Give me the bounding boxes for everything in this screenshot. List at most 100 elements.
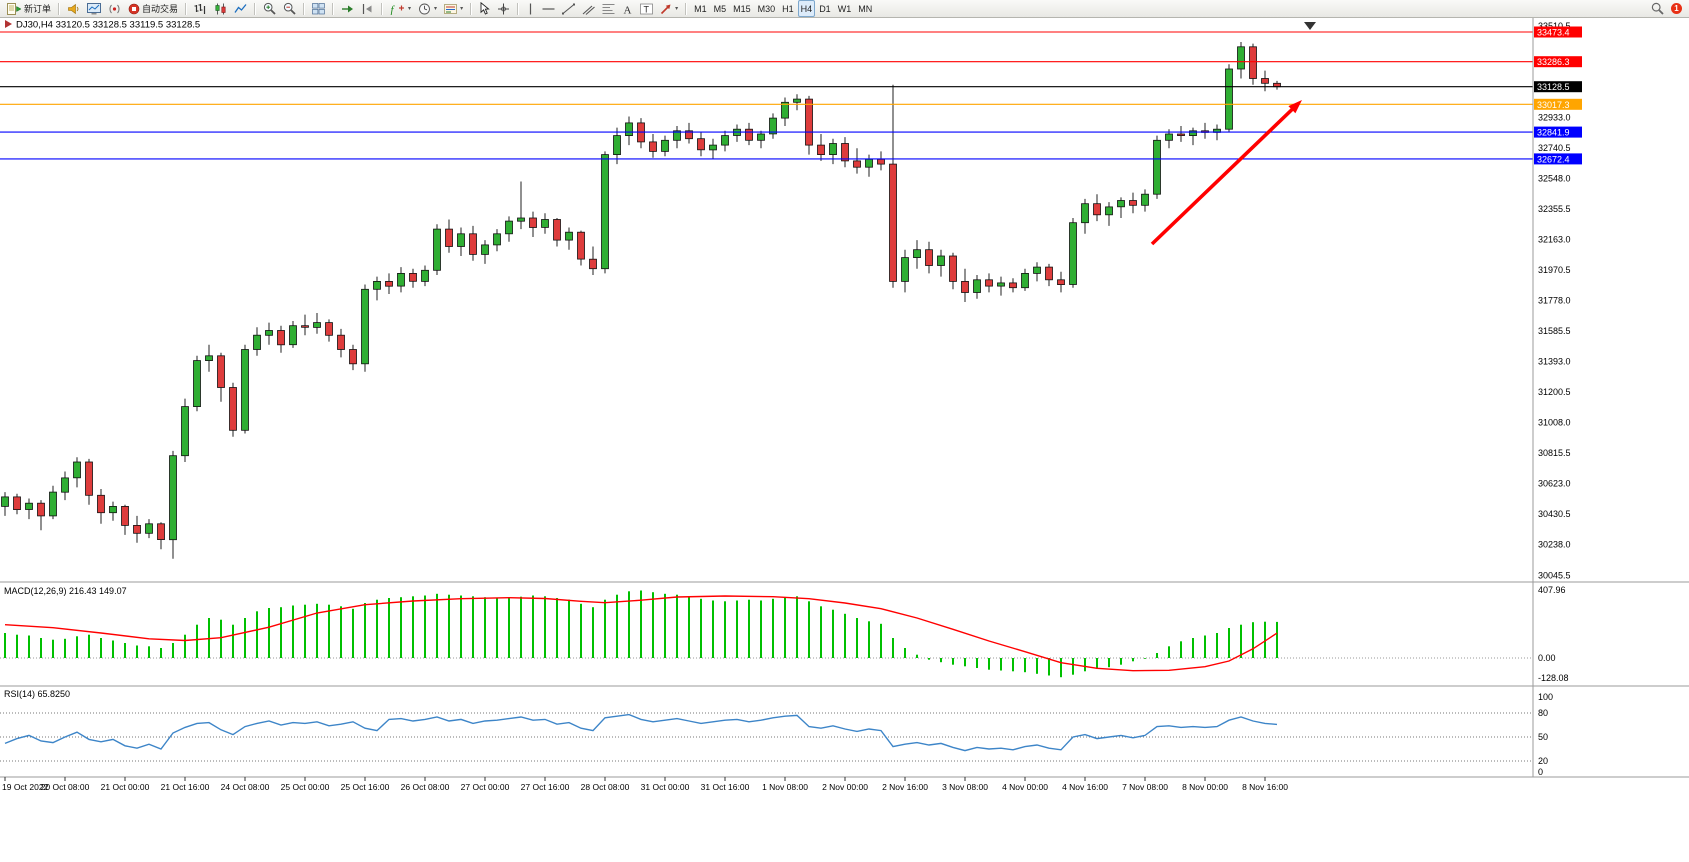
candle-body-bull	[1141, 193, 1149, 206]
crosshair-icon	[497, 3, 510, 15]
text-label-button[interactable]: T	[637, 0, 656, 17]
symbol-ohlc-label: DJ30,H4 33120.5 33128.5 33119.5 33128.5	[16, 20, 200, 31]
trend-arrow-line[interactable]	[1150, 104, 1298, 246]
autotrading-button[interactable]: 自动交易	[125, 0, 181, 17]
autotrading-button-label: 自动交易	[142, 4, 179, 14]
price-badge	[1534, 98, 1582, 110]
price-badge-value: 33473.4	[1537, 28, 1570, 38]
macd-signal-line	[4, 595, 1278, 672]
time-tick-label: 4 Nov 00:00	[1002, 782, 1048, 792]
line-chart-button[interactable]	[231, 0, 250, 17]
time-tick-label: 21 Oct 16:00	[161, 782, 210, 792]
toolbar-separator	[303, 2, 306, 15]
horizontal-line-button[interactable]	[539, 0, 558, 17]
crosshair-button[interactable]	[494, 0, 513, 17]
arrows-icon	[660, 3, 672, 15]
timeframe-h1-button[interactable]: H1	[779, 0, 797, 17]
trendline-button[interactable]	[559, 0, 578, 17]
chart-shift-button[interactable]	[358, 0, 377, 17]
notifications-button[interactable]: 1	[1668, 0, 1685, 17]
time-tick-label: 24 Oct 08:00	[221, 782, 270, 792]
price-tick-label: 33510.5	[1538, 21, 1571, 31]
chart-shift-marker-icon[interactable]	[1304, 22, 1316, 30]
timeframe-m5-button[interactable]: M5	[711, 0, 730, 17]
price-tick-label: 32933.0	[1538, 113, 1571, 123]
timeframe-m30-button[interactable]: M30	[755, 0, 779, 17]
candle-body-bull	[769, 117, 777, 135]
alerts-button[interactable]	[64, 0, 83, 17]
periods-button[interactable]: ▾	[415, 0, 440, 17]
time-tick-label: 31 Oct 16:00	[701, 782, 750, 792]
candle-body-bull	[625, 122, 633, 137]
candle-body-bear	[229, 387, 237, 431]
timeframe-d1-button[interactable]: D1	[816, 0, 834, 17]
timeframe-m15-button[interactable]: M15	[730, 0, 754, 17]
zoom-in-button[interactable]	[260, 0, 279, 17]
cursor-button[interactable]	[476, 0, 493, 17]
zoom-out-button[interactable]	[280, 0, 299, 17]
timeframe-h4-button-label: H4	[800, 3, 813, 14]
candle-body-bear	[97, 494, 105, 514]
search-button[interactable]	[1648, 0, 1667, 17]
new-order-button[interactable]: 新订单	[4, 0, 54, 17]
timeframe-h1-button-label: H1	[782, 3, 794, 14]
timeframe-mn-button[interactable]: MN	[855, 0, 875, 17]
candle-body-bull	[397, 272, 405, 287]
text-button[interactable]: A	[619, 0, 636, 17]
text-icon: A	[622, 3, 633, 15]
trendline-icon	[562, 3, 576, 15]
bar-chart-button[interactable]	[191, 0, 210, 17]
candle-body-bear	[577, 231, 585, 260]
indicators-button[interactable]: f ▾	[387, 0, 414, 17]
candle-body-bull	[145, 523, 153, 534]
arrows-button[interactable]: ▾	[657, 0, 681, 17]
candle-body-bull	[457, 233, 465, 247]
candle-body-bull	[709, 144, 717, 151]
signals-button[interactable]	[105, 0, 124, 17]
rsi-scale-label: 100	[1538, 692, 1553, 702]
candle-body-bear	[961, 280, 969, 293]
timeframe-h4-button[interactable]: H4	[797, 0, 816, 17]
periods-icon	[418, 3, 431, 15]
time-tick-label: 26 Oct 08:00	[401, 782, 450, 792]
candle-body-bear	[445, 228, 453, 247]
candle-body-bull	[505, 220, 513, 235]
timeframe-m1-button[interactable]: M1	[691, 0, 710, 17]
templates-button[interactable]: ▾	[441, 0, 466, 17]
candle-body-bear	[685, 130, 693, 140]
candle-body-bull	[1081, 203, 1089, 224]
timeframe-m1-button-label: M1	[694, 3, 707, 14]
auto-scroll-button[interactable]	[338, 0, 357, 17]
candle-body-bear	[1177, 133, 1185, 137]
time-tick-label: 27 Oct 16:00	[521, 782, 570, 792]
candle-body-bear	[133, 525, 141, 534]
indicators-icon: f	[390, 3, 405, 15]
timeframe-w1-button[interactable]: W1	[835, 0, 855, 17]
fibonacci-button[interactable]	[599, 0, 618, 17]
toolbar-separator	[685, 2, 688, 15]
time-tick-label: 7 Nov 08:00	[1122, 782, 1168, 792]
level-lines-layer	[0, 31, 1533, 160]
candle-body-bull	[913, 249, 921, 258]
candlestick-chart-button[interactable]	[211, 0, 230, 17]
candle-body-bear	[1261, 78, 1269, 84]
macd-scale-label: 407.96	[1538, 585, 1566, 595]
new-order-button-label: 新订单	[24, 4, 52, 14]
candle-body-bull	[289, 325, 297, 346]
caret-down-icon: ▾	[408, 6, 412, 12]
candle-body-bear	[1009, 282, 1017, 289]
fibo-icon	[602, 3, 615, 15]
market-watch-button[interactable]	[84, 0, 104, 17]
trend-arrow-head[interactable]	[1288, 100, 1302, 114]
vertical-line-button[interactable]	[523, 0, 538, 17]
one-click-trading-icon[interactable]	[5, 20, 12, 28]
candle-body-bull	[373, 280, 381, 290]
tile-windows-button[interactable]	[309, 0, 328, 17]
rsi-label: RSI(14) 65.8250	[4, 689, 70, 699]
candle-body-bull	[49, 491, 57, 517]
channel-button[interactable]	[579, 0, 598, 17]
caret-down-icon: ▾	[675, 6, 679, 12]
macd-scale-label: 0.00	[1538, 653, 1556, 663]
